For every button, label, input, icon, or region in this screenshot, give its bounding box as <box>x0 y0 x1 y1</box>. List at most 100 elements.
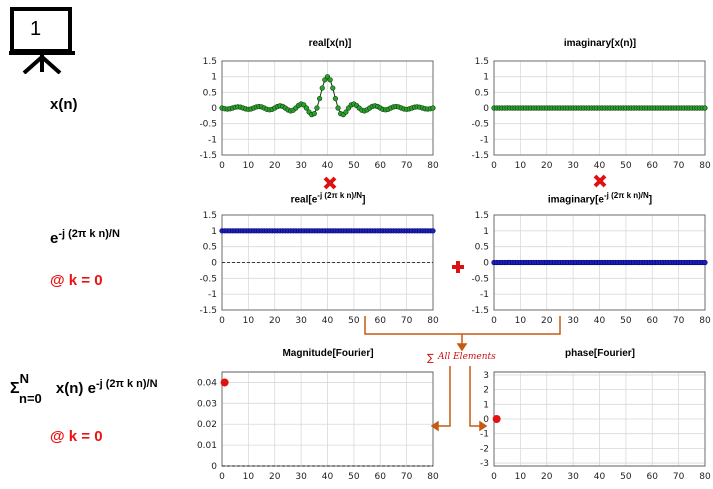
x-tick-label: 40 <box>594 316 606 326</box>
y-tick-label: -3 <box>480 459 489 469</box>
x-tick-label: 30 <box>295 161 307 171</box>
y-tick-label: -2 <box>480 444 489 454</box>
y-tick-label: 1 <box>483 227 489 237</box>
y-tick-label: -1.5 <box>199 151 217 161</box>
y-tick-label: 0 <box>483 415 489 425</box>
x-tick-label: 10 <box>515 161 527 171</box>
x-tick-label: 0 <box>219 161 225 171</box>
x-tick-label: 70 <box>673 161 685 171</box>
x-tick-label: 30 <box>567 472 579 482</box>
x-tick-label: 80 <box>427 472 439 482</box>
all-elements-label: All Elements <box>438 352 496 362</box>
plot-title-magnitude: Magnitude[Fourier] <box>282 348 374 359</box>
y-tick-label: 0 <box>483 259 489 269</box>
x-tick-label: 50 <box>348 316 360 326</box>
y-tick-label: 0.03 <box>197 399 217 409</box>
y-tick-label: 0 <box>211 259 217 269</box>
y-tick-label: -1 <box>480 135 489 145</box>
data-point <box>430 105 436 111</box>
y-tick-label: 1 <box>211 73 217 83</box>
x-tick-label: 60 <box>375 472 387 482</box>
x-tick-label: 40 <box>322 472 334 482</box>
x-tick-label: 0 <box>219 316 225 326</box>
x-tick-label: 30 <box>567 316 579 326</box>
y-tick-label: 1 <box>211 227 217 237</box>
y-tick-label: 0.5 <box>475 88 489 98</box>
x-tick-label: 20 <box>541 472 553 482</box>
y-tick-label: -0.5 <box>471 120 489 130</box>
dft-sum-formula: ΣNn=0 x(n) e-j (2π k n)/N <box>10 371 158 406</box>
x-tick-label: 60 <box>647 472 659 482</box>
y-tick-label: 1.5 <box>475 57 489 67</box>
y-tick-label: 1 <box>483 400 489 410</box>
x-tick-label: 70 <box>673 316 685 326</box>
xn-label: x(n) <box>50 96 78 113</box>
x-tick-label: 0 <box>491 161 497 171</box>
y-tick-label: -1 <box>480 430 489 440</box>
presentation-easel-icon <box>9 7 75 74</box>
x-tick-label: 30 <box>295 472 307 482</box>
sum-all-elements-symbol: ∑ <box>427 353 434 364</box>
x-tick-label: 10 <box>243 316 255 326</box>
data-point <box>430 228 436 234</box>
x-tick-label: 30 <box>295 316 307 326</box>
k-zero-label-2: @ k = 0 <box>50 428 103 445</box>
x-tick-label: 10 <box>243 161 255 171</box>
y-tick-label: -0.5 <box>471 274 489 284</box>
y-tick-label: 0.5 <box>203 88 217 98</box>
plot-title-imag-x: imaginary[x(n)] <box>563 38 637 49</box>
y-tick-label: 0.01 <box>197 441 217 451</box>
x-tick-label: 60 <box>375 316 387 326</box>
kernel-label: e-j (2π k n)/N <box>50 228 120 247</box>
x-tick-label: 70 <box>401 472 413 482</box>
y-tick-label: 0.5 <box>203 243 217 253</box>
x-tick-label: 50 <box>620 316 632 326</box>
fourier-point <box>492 415 501 423</box>
x-tick-label: 0 <box>491 316 497 326</box>
y-tick-label: -1.5 <box>199 306 217 316</box>
x-tick-label: 60 <box>647 316 659 326</box>
x-tick-label: 60 <box>375 161 387 171</box>
x-tick-label: 80 <box>699 472 711 482</box>
y-tick-label: -0.5 <box>199 274 217 284</box>
data-point <box>330 85 336 91</box>
x-tick-label: 0 <box>219 472 225 482</box>
x-tick-label: 20 <box>541 316 553 326</box>
data-point <box>332 95 339 102</box>
x-tick-label: 20 <box>541 161 553 171</box>
x-tick-label: 20 <box>269 161 281 171</box>
data-point <box>702 105 708 111</box>
x-tick-label: 80 <box>427 316 439 326</box>
x-tick-label: 50 <box>348 472 360 482</box>
x-tick-label: 10 <box>515 316 527 326</box>
data-point <box>335 105 341 111</box>
x-tick-label: 80 <box>427 161 439 171</box>
plus-icon <box>452 261 464 273</box>
fourier-point <box>220 378 229 387</box>
x-tick-label: 10 <box>243 472 255 482</box>
x-tick-label: 40 <box>594 161 606 171</box>
x-tick-label: 70 <box>401 316 413 326</box>
y-tick-label: 0.5 <box>475 243 489 253</box>
data-point <box>319 85 325 91</box>
y-tick-label: 1.5 <box>203 57 217 67</box>
y-tick-label: 3 <box>483 371 489 381</box>
y-tick-label: -1.5 <box>471 306 489 316</box>
y-tick-label: -1 <box>208 290 217 300</box>
y-tick-label: -1 <box>480 290 489 300</box>
data-point <box>311 111 317 117</box>
y-tick-label: -1 <box>208 135 217 145</box>
x-tick-label: 20 <box>269 472 281 482</box>
y-tick-label: 2 <box>483 386 489 396</box>
y-tick-label: 0 <box>211 104 217 114</box>
x-tick-label: 60 <box>647 161 659 171</box>
x-tick-label: 50 <box>348 161 360 171</box>
multiply-icon <box>593 174 607 188</box>
slide-number: 1 <box>30 18 42 40</box>
x-tick-label: 10 <box>515 472 527 482</box>
x-tick-label: 30 <box>567 161 579 171</box>
data-point <box>316 95 323 102</box>
